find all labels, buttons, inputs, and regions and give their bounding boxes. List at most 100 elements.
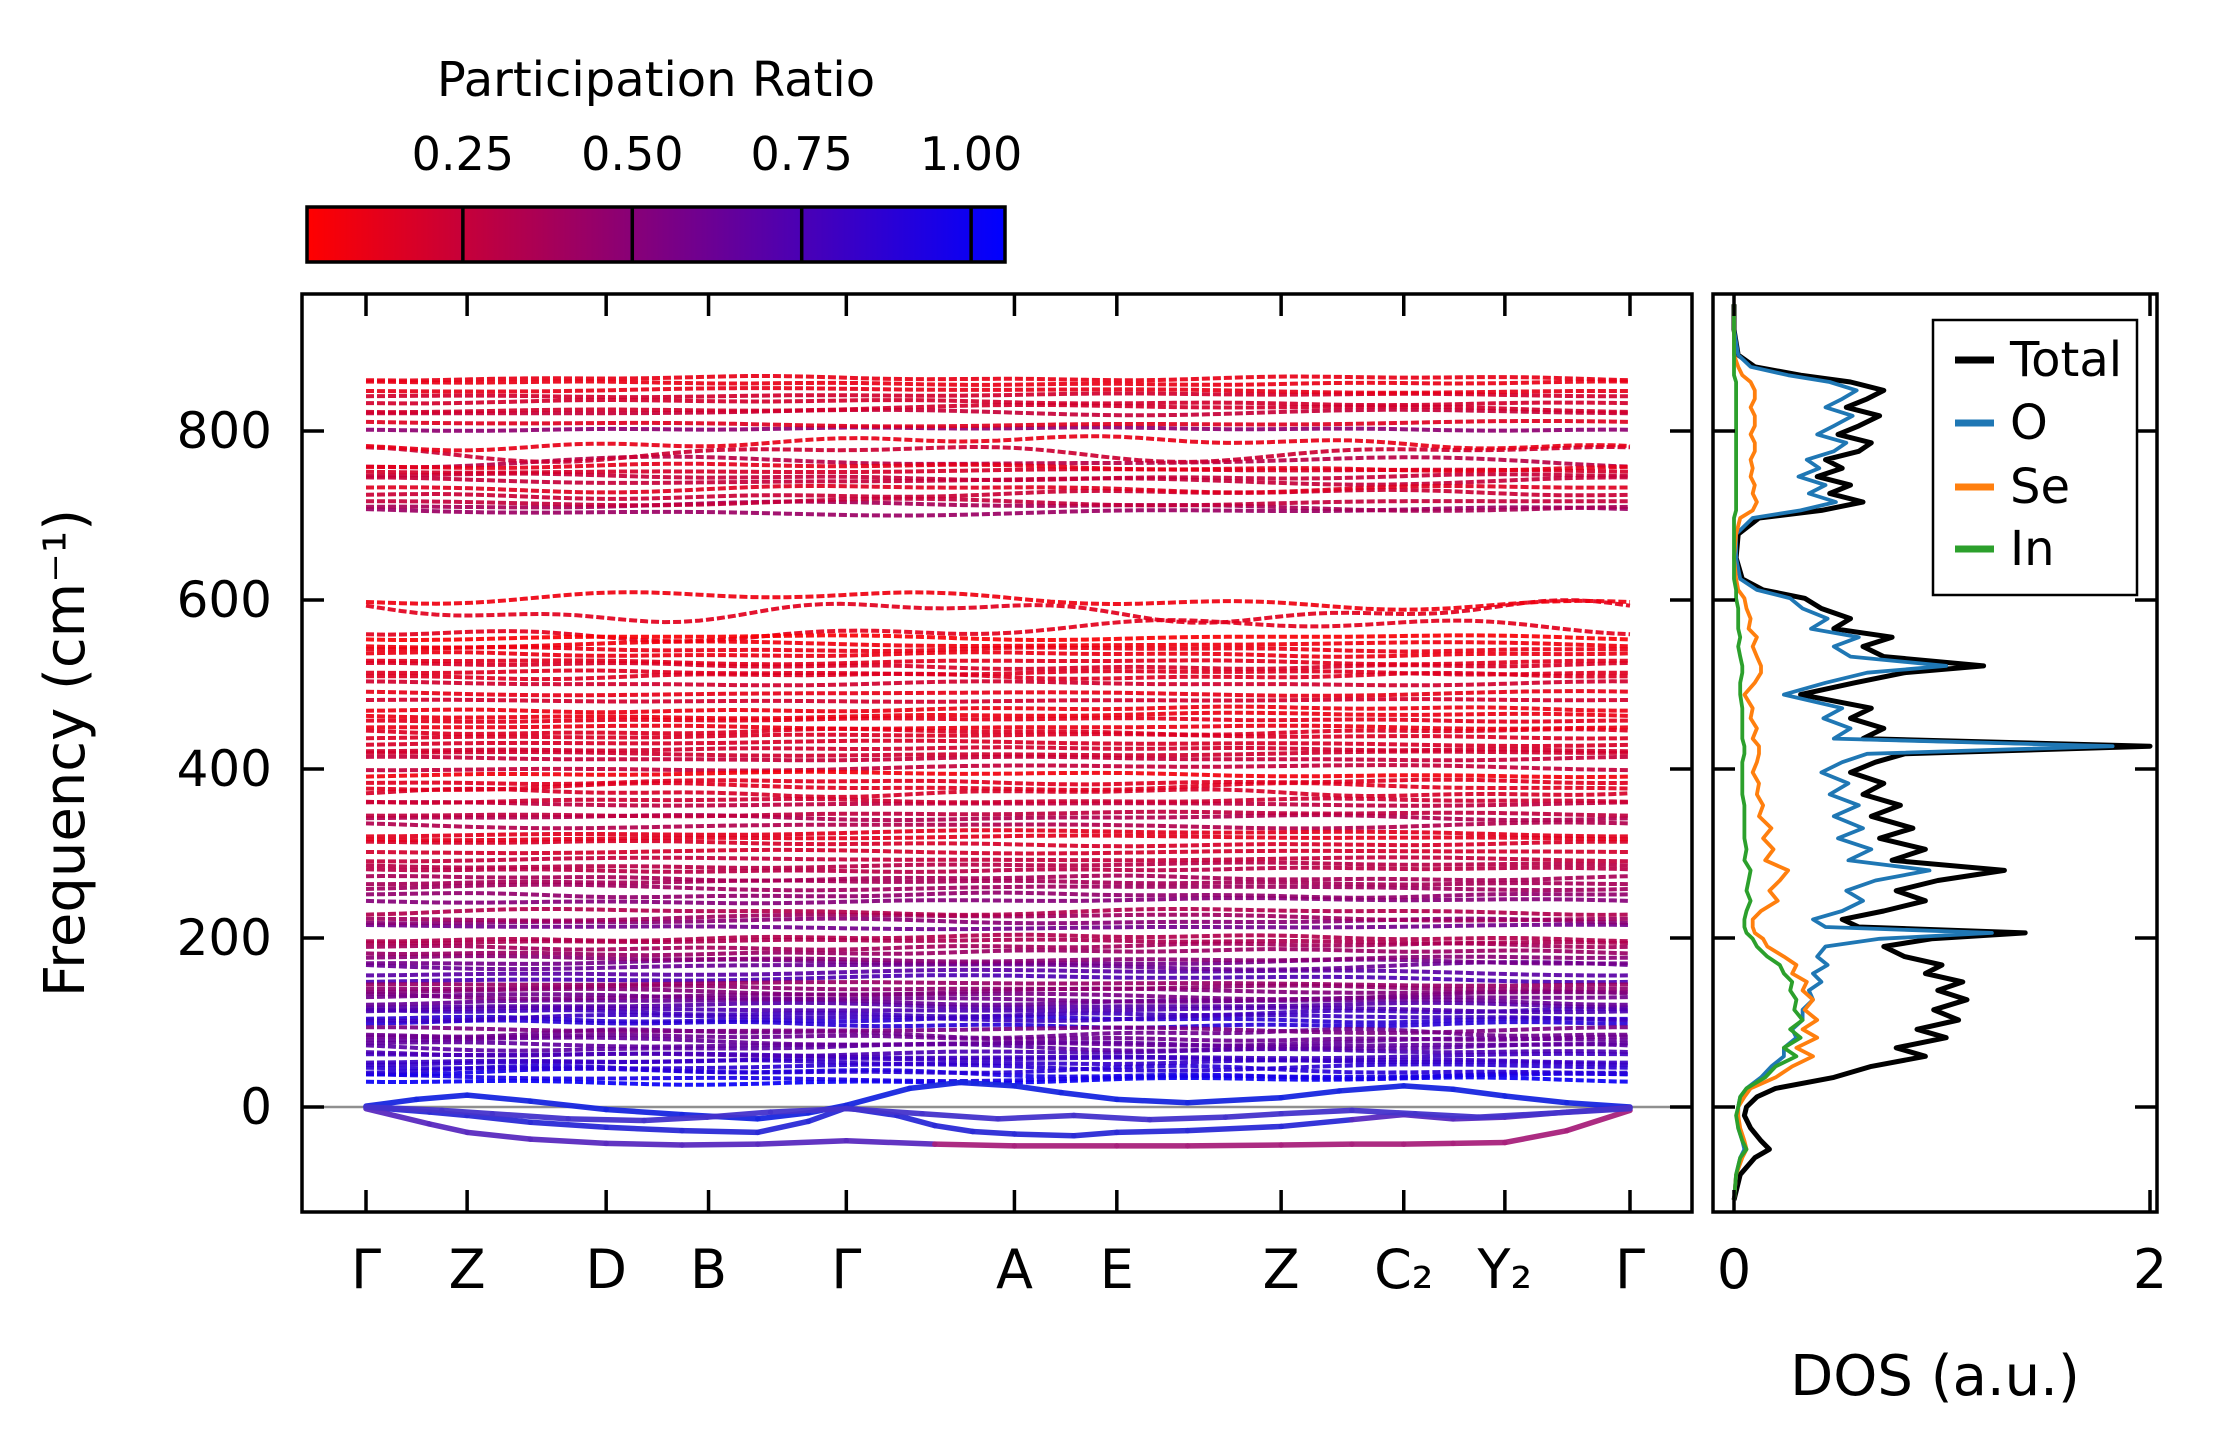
band-line	[365, 1035, 1631, 1048]
acoustic-branch-segment	[932, 1141, 1018, 1149]
band-line	[365, 992, 1631, 1004]
band-line	[365, 1042, 1631, 1053]
acoustic-branch-segment	[1011, 1083, 1064, 1096]
dos-series-se	[1732, 304, 1820, 1201]
band-line	[365, 954, 1631, 964]
acoustic-branch-segment	[527, 1119, 609, 1131]
legend-label: O	[2010, 395, 2048, 451]
band-line	[365, 403, 1631, 415]
band-line	[365, 1071, 1631, 1084]
acoustic-branch-segment	[1450, 1086, 1508, 1099]
dos-axes-frame	[1711, 292, 2159, 1214]
acoustic-branch-segment	[426, 1121, 470, 1136]
band-line	[365, 434, 1631, 453]
acoustic-branch-segment	[843, 1105, 925, 1117]
acoustic-branch-segment	[489, 1111, 571, 1122]
acoustic-branch-segment	[919, 1111, 1001, 1122]
band-line	[365, 658, 1630, 667]
band-line	[365, 670, 1631, 682]
acoustic-branch-segment	[464, 1112, 534, 1125]
band-line	[365, 922, 1631, 932]
band-line	[365, 769, 1631, 780]
acoustic-branch-segment	[1475, 1111, 1545, 1120]
k-point-labels: Γ Z D B Γ A E Z C₂ Y₂ Γ	[351, 1238, 1645, 1301]
acoustic-branch-segment	[1336, 1083, 1407, 1094]
band-line	[365, 838, 1630, 849]
band-line	[366, 878, 1631, 887]
acoustic-branch-segment	[603, 1124, 685, 1134]
acoustic-branch-segment	[767, 1105, 850, 1115]
band-line	[365, 860, 1631, 870]
acoustic-branch-segment	[464, 1129, 534, 1142]
band-line	[365, 809, 1631, 819]
band-line	[365, 374, 1631, 383]
band-line	[365, 1006, 1631, 1019]
colorbar: Participation Ratio 0.25 0.50 0.75 1.00	[305, 52, 1022, 264]
band-line	[365, 865, 1631, 874]
band-line	[365, 777, 1631, 787]
band-line	[365, 873, 1631, 883]
band-line	[365, 882, 1631, 893]
dos-x-tick-label: 2	[2133, 1238, 2167, 1301]
acoustic-branch-segment	[603, 1140, 685, 1148]
acoustic-branch-segment	[1278, 1141, 1355, 1148]
band-line	[366, 1000, 1631, 1010]
acoustic-branch-segment	[1400, 1083, 1456, 1093]
acoustic-branch-segment	[1502, 1127, 1570, 1146]
band-line	[366, 983, 1630, 992]
acoustic-branch-segment	[363, 1105, 432, 1127]
band-line	[365, 505, 1631, 518]
acoustic-branch-segment	[1011, 1131, 1077, 1139]
band-line	[365, 679, 1631, 688]
band-line	[365, 1062, 1631, 1073]
k-point-label: A	[996, 1238, 1033, 1301]
acoustic-branch-segment	[1184, 1142, 1284, 1149]
acoustic-branch-segment	[1184, 1123, 1284, 1134]
band-line	[365, 989, 1631, 1002]
k-point-label: B	[690, 1238, 727, 1301]
band-line	[365, 1047, 1631, 1058]
band-line	[365, 732, 1631, 741]
dos-x-tick-label: 0	[1717, 1238, 1751, 1301]
y-tick-labels: 0 200 400 600 800	[177, 402, 272, 1136]
acoustic-branch-segment	[995, 1112, 1077, 1122]
band-line	[365, 833, 1631, 843]
acoustic-branch-segment	[1071, 1129, 1120, 1139]
band-line	[365, 379, 1631, 387]
band-line	[365, 645, 1630, 654]
acoustic-branch-segment	[527, 1098, 609, 1113]
acoustic-branch-segment	[1114, 1127, 1191, 1136]
dos-axis-label: DOS (a.u.)	[1790, 1344, 2080, 1409]
band-line	[365, 796, 1631, 805]
k-point-label: Γ	[831, 1238, 861, 1301]
band-line	[365, 704, 1631, 715]
acoustic-branch-segment	[704, 1109, 774, 1120]
acoustic-branch-segment	[565, 1116, 647, 1124]
dos-curves	[1731, 304, 2153, 1201]
acoustic-branch-segment	[1538, 1105, 1633, 1117]
band-line	[365, 828, 1630, 839]
acoustic-branch-segment	[894, 1112, 938, 1129]
legend: Total O Se In	[1931, 318, 2139, 597]
k-point-label: Y₂	[1477, 1238, 1533, 1301]
band-line	[365, 391, 1630, 400]
acoustic-branch-segment	[1114, 1096, 1191, 1106]
band-line	[365, 639, 1631, 650]
y-tick-label: 400	[177, 740, 272, 798]
band-line	[366, 1025, 1631, 1035]
band-line	[365, 941, 1631, 952]
band-line	[365, 890, 1631, 900]
colorbar-tick-label: 0.25	[412, 127, 514, 181]
band-line	[365, 487, 1631, 501]
band-line	[365, 397, 1631, 408]
acoustic-branch-segment	[603, 1106, 685, 1118]
band-line	[365, 407, 1631, 418]
acoustic-branch-segment	[969, 1128, 1018, 1137]
band-line	[365, 763, 1631, 773]
legend-label: Total	[2009, 332, 2122, 388]
band-line	[365, 907, 1631, 917]
acoustic-branch-segment	[1502, 1093, 1570, 1106]
band-line	[365, 496, 1630, 508]
k-point-label: Z	[449, 1238, 486, 1301]
